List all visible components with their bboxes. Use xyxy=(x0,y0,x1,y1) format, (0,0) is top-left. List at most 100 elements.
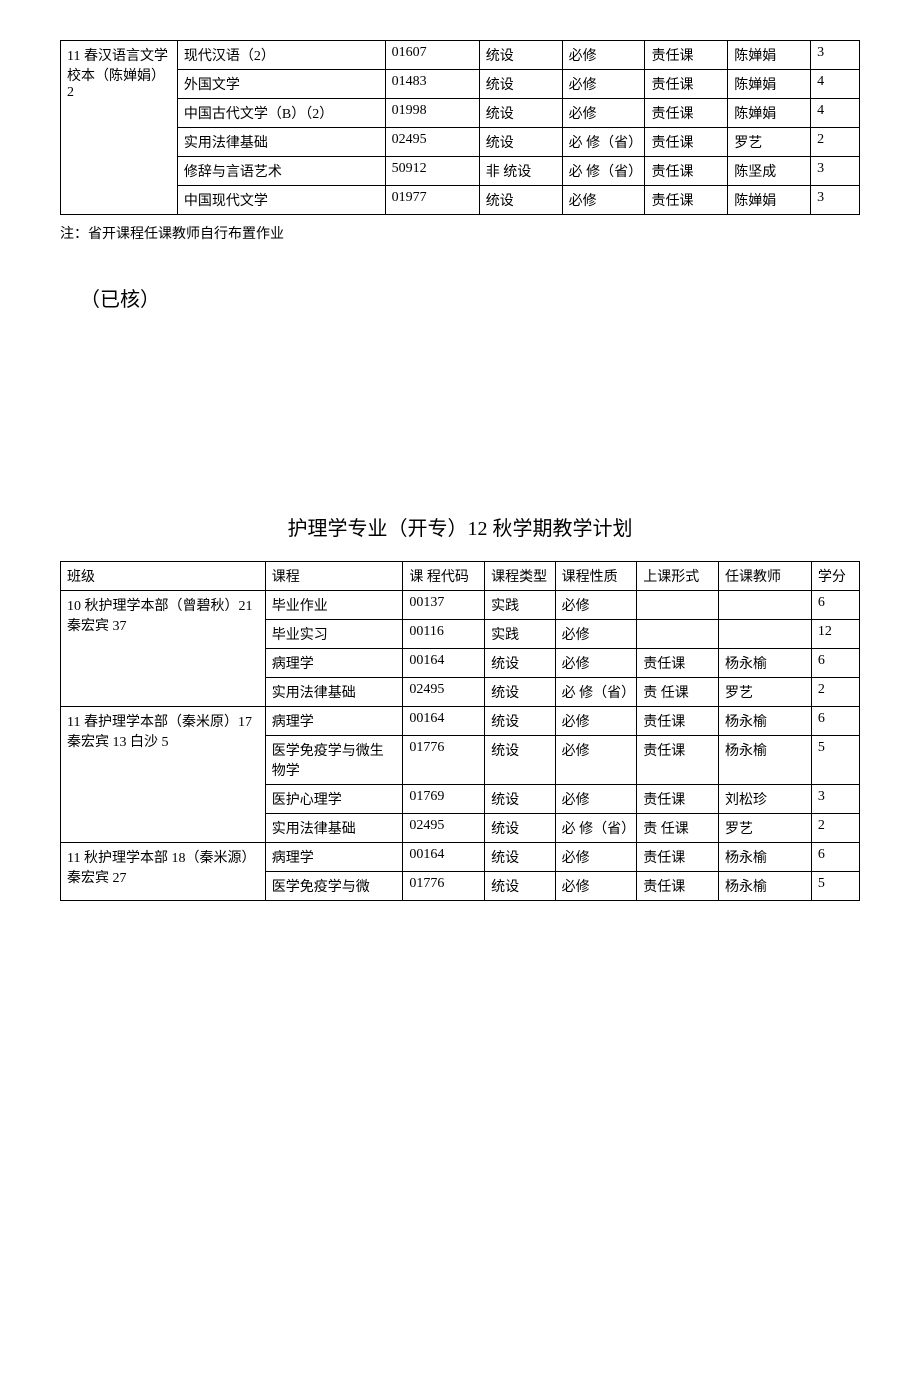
code-cell: 00164 xyxy=(403,843,485,872)
type-cell: 统设 xyxy=(485,814,556,843)
code-cell: 50912 xyxy=(385,157,479,186)
code-cell: 00164 xyxy=(403,649,485,678)
class-cell: 11 春护理学本部（秦米原）17 秦宏宾 13 白沙 5 xyxy=(61,707,266,843)
teacher-cell: 杨永榆 xyxy=(718,707,811,736)
nature-cell: 必修 xyxy=(555,872,637,901)
type-cell: 非 统设 xyxy=(479,157,562,186)
type-cell: 实践 xyxy=(485,591,556,620)
credit-cell: 2 xyxy=(811,128,860,157)
course-cell: 现代汉语（2） xyxy=(177,41,385,70)
type-cell: 统设 xyxy=(479,128,562,157)
teacher-cell xyxy=(718,620,811,649)
type-cell: 统设 xyxy=(479,41,562,70)
form-cell: 责任课 xyxy=(637,649,719,678)
code-cell: 01607 xyxy=(385,41,479,70)
nature-cell: 必修 xyxy=(555,620,637,649)
credit-cell: 3 xyxy=(811,186,860,215)
table-chinese-lit: 11 春汉语言文学 校本（陈婵娟）2 现代汉语（2） 01607 统设 必修 责… xyxy=(60,40,860,215)
form-cell: 责任课 xyxy=(637,872,719,901)
code-cell: 01998 xyxy=(385,99,479,128)
type-cell: 统设 xyxy=(485,736,556,785)
credit-cell: 3 xyxy=(811,157,860,186)
code-cell: 02495 xyxy=(385,128,479,157)
table-row: 外国文学 01483 统设 必修 责任课 陈婵娟 4 xyxy=(61,70,860,99)
code-cell: 01776 xyxy=(403,872,485,901)
type-cell: 统设 xyxy=(485,649,556,678)
nature-cell: 必 修（省） xyxy=(562,157,645,186)
code-cell: 01977 xyxy=(385,186,479,215)
nature-cell: 必修 xyxy=(562,99,645,128)
nature-cell: 必修 xyxy=(555,736,637,785)
table-row: 11 春汉语言文学 校本（陈婵娟）2 现代汉语（2） 01607 统设 必修 责… xyxy=(61,41,860,70)
header-form: 上课形式 xyxy=(637,562,719,591)
type-cell: 统设 xyxy=(485,678,556,707)
course-cell: 病理学 xyxy=(265,843,403,872)
nature-cell: 必修 xyxy=(562,41,645,70)
form-cell xyxy=(637,620,719,649)
table-row: 修辞与言语艺术 50912 非 统设 必 修（省） 责任课 陈坚成 3 xyxy=(61,157,860,186)
type-cell: 统设 xyxy=(479,70,562,99)
course-cell: 中国古代文学（B）（2） xyxy=(177,99,385,128)
nature-cell: 必 修（省） xyxy=(555,678,637,707)
course-cell: 实用法律基础 xyxy=(265,678,403,707)
form-cell: 责任课 xyxy=(637,707,719,736)
type-cell: 统设 xyxy=(485,872,556,901)
header-course: 课程 xyxy=(265,562,403,591)
course-cell: 病理学 xyxy=(265,707,403,736)
teacher-cell: 陈婵娟 xyxy=(728,186,811,215)
code-cell: 00116 xyxy=(403,620,485,649)
nature-cell: 必修 xyxy=(555,843,637,872)
table-row: 11 秋护理学本部 18（秦米源）秦宏宾 27 病理学 00164 统设 必修 … xyxy=(61,843,860,872)
credit-cell: 6 xyxy=(811,843,859,872)
course-cell: 实用法律基础 xyxy=(177,128,385,157)
code-cell: 00164 xyxy=(403,707,485,736)
form-cell: 责任课 xyxy=(637,785,719,814)
header-nature: 课程性质 xyxy=(555,562,637,591)
type-cell: 统设 xyxy=(485,843,556,872)
section-title-nursing: 护理学专业（开专）12 秋学期教学计划 xyxy=(60,512,860,541)
course-cell: 医学免疫学与微 xyxy=(265,872,403,901)
nature-cell: 必 修（省） xyxy=(562,128,645,157)
note-text: 注：省开课程任课教师自行布置作业 xyxy=(60,223,860,243)
header-class: 班级 xyxy=(61,562,266,591)
form-cell: 责任课 xyxy=(645,157,728,186)
teacher-cell: 杨永榆 xyxy=(718,872,811,901)
form-cell: 责任课 xyxy=(637,843,719,872)
type-cell: 统设 xyxy=(485,707,556,736)
nature-cell: 必 修（省） xyxy=(555,814,637,843)
form-cell: 责任课 xyxy=(637,736,719,785)
checked-label: （已核） xyxy=(80,283,860,312)
header-type: 课程类型 xyxy=(485,562,556,591)
code-cell: 01769 xyxy=(403,785,485,814)
course-cell: 修辞与言语艺术 xyxy=(177,157,385,186)
type-cell: 统设 xyxy=(479,186,562,215)
code-cell: 00137 xyxy=(403,591,485,620)
credit-cell: 5 xyxy=(811,872,859,901)
teacher-cell: 杨永榆 xyxy=(718,649,811,678)
credit-cell: 6 xyxy=(811,707,859,736)
form-cell: 责任课 xyxy=(645,186,728,215)
code-cell: 02495 xyxy=(403,814,485,843)
teacher-cell: 杨永榆 xyxy=(718,736,811,785)
credit-cell: 4 xyxy=(811,99,860,128)
form-cell: 责任课 xyxy=(645,128,728,157)
course-cell: 毕业实习 xyxy=(265,620,403,649)
teacher-cell: 陈婵娟 xyxy=(728,99,811,128)
form-cell: 责任课 xyxy=(645,70,728,99)
form-cell: 责 任课 xyxy=(637,678,719,707)
table-row: 中国古代文学（B）（2） 01998 统设 必修 责任课 陈婵娟 4 xyxy=(61,99,860,128)
table-row: 实用法律基础 02495 统设 必 修（省） 责任课 罗艺 2 xyxy=(61,128,860,157)
course-cell: 医护心理学 xyxy=(265,785,403,814)
credit-cell: 3 xyxy=(811,785,859,814)
teacher-cell: 陈婵娟 xyxy=(728,41,811,70)
credit-cell: 4 xyxy=(811,70,860,99)
teacher-cell: 刘松珍 xyxy=(718,785,811,814)
table-nursing: 班级 课程 课 程代码 课程类型 课程性质 上课形式 任课教师 学分 10 秋护… xyxy=(60,561,860,901)
nature-cell: 必修 xyxy=(555,785,637,814)
header-credit: 学分 xyxy=(811,562,859,591)
nature-cell: 必修 xyxy=(562,70,645,99)
code-cell: 01776 xyxy=(403,736,485,785)
nature-cell: 必修 xyxy=(562,186,645,215)
credit-cell: 3 xyxy=(811,41,860,70)
nature-cell: 必修 xyxy=(555,591,637,620)
